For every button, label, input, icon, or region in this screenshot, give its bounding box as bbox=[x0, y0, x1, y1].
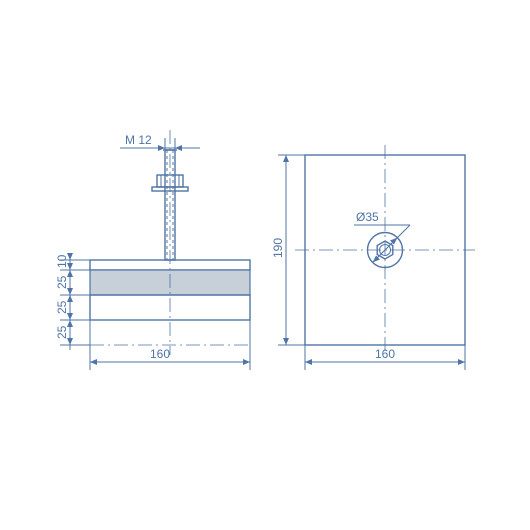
dim-h-bot: 25 bbox=[55, 325, 69, 339]
left-view: M 12 10 25 25 25 160 bbox=[55, 130, 250, 370]
dim-h-top: 10 bbox=[55, 254, 69, 268]
thread-label: M 12 bbox=[125, 133, 152, 147]
dim-right-width: 160 bbox=[375, 347, 395, 361]
dim-left-width: 160 bbox=[150, 347, 170, 361]
dim-h-mid1: 25 bbox=[55, 275, 69, 289]
right-view: Ø35 190 160 bbox=[271, 145, 475, 370]
dim-right-height: 190 bbox=[271, 238, 285, 258]
dim-diameter: Ø35 bbox=[356, 210, 379, 224]
dim-h-mid2: 25 bbox=[55, 300, 69, 314]
engineering-drawing: M 12 10 25 25 25 160 bbox=[0, 0, 530, 530]
